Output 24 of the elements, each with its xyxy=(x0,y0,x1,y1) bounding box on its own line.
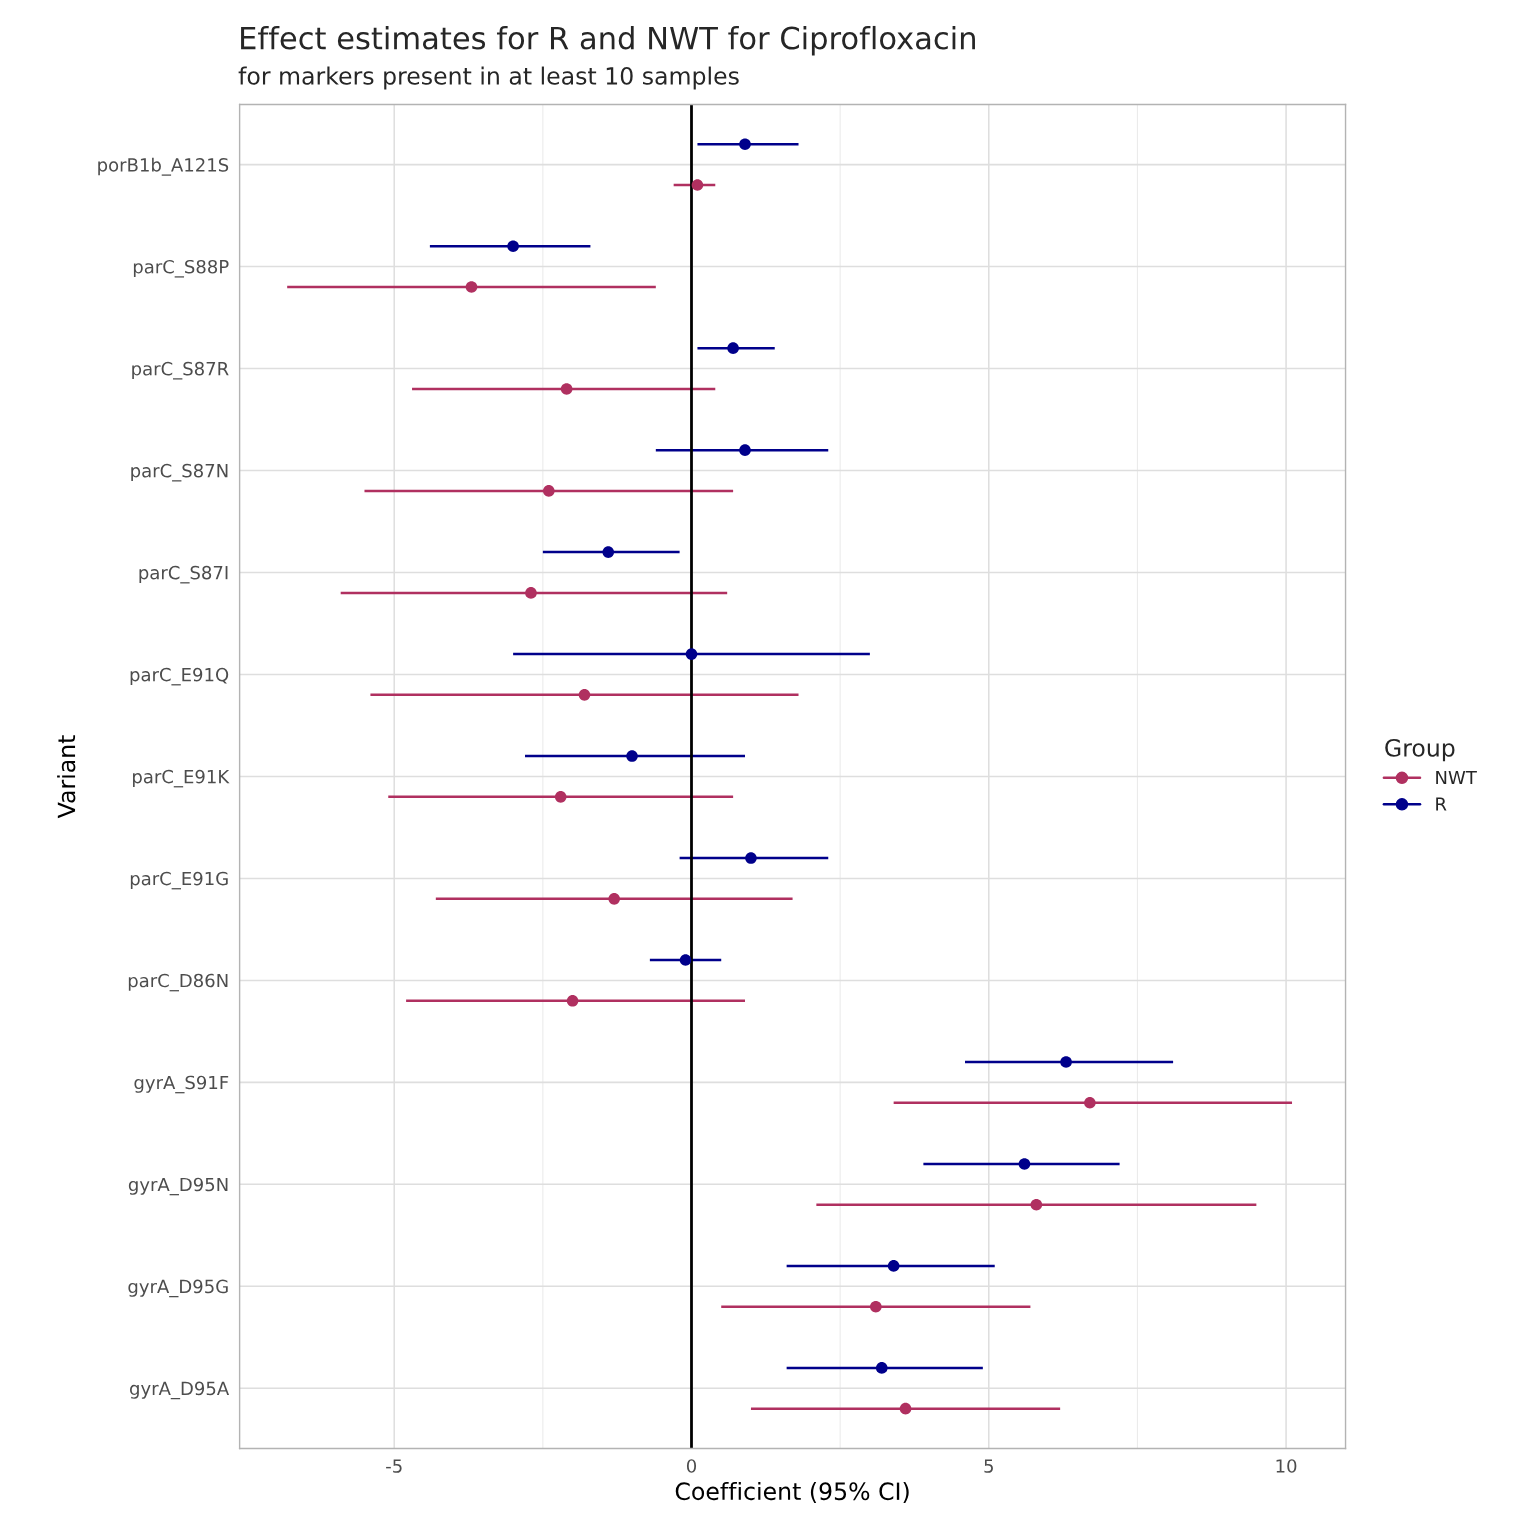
x-tick-label: 10 xyxy=(1276,1459,1297,1473)
x-tick-label: -5 xyxy=(386,1459,402,1473)
chart-subtitle: for markers present in at least 10 samples xyxy=(238,66,739,90)
y-tick-label: gyrA_D95G xyxy=(128,1279,228,1298)
x-axis-title: Coefficient (95% CI) xyxy=(675,1481,909,1503)
y-tick-label: parC_S87I xyxy=(139,565,228,584)
y-tick-label: parC_S88P xyxy=(133,259,229,278)
y-tick-label: gyrA_S91F xyxy=(134,1075,229,1094)
y-axis-title: Variant xyxy=(57,735,76,819)
y-tick-label: parC_E91K xyxy=(133,769,230,788)
x-tick-label: 5 xyxy=(984,1459,993,1473)
y-tick-label: gyrA_D95A xyxy=(130,1381,230,1400)
y-tick-label: parC_S87N xyxy=(131,463,228,482)
y-tick-label: parC_E91Q xyxy=(130,667,229,686)
chart-title: Effect estimates for R and NWT for Ciprofloxacin xyxy=(241,25,975,56)
y-tick-label: porB1b_A121S xyxy=(98,157,229,176)
y-tick-label: parC_E91G xyxy=(130,871,228,890)
y-tick-label: parC_D86N xyxy=(128,973,228,992)
x-tick-label: 0 xyxy=(686,1459,697,1473)
legend-label: NWT xyxy=(1436,770,1477,785)
y-tick-label: parC_S87R xyxy=(132,361,229,380)
legend-label: R xyxy=(1436,797,1447,811)
legend-title: Group xyxy=(1385,738,1455,762)
y-tick-label: gyrA_D95N xyxy=(128,1177,228,1196)
